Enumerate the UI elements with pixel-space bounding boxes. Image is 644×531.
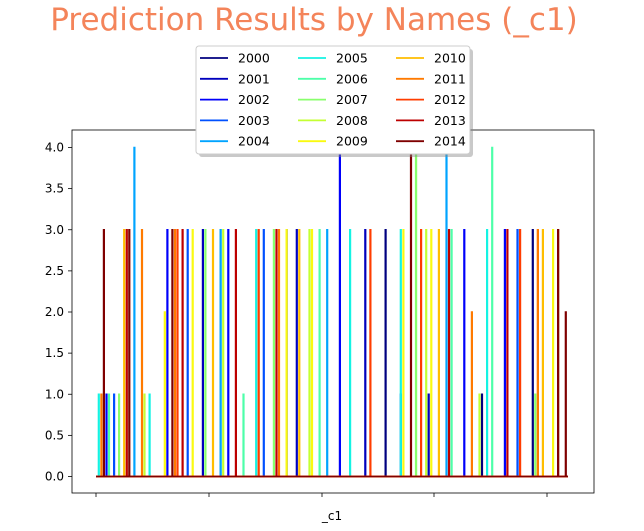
x-axis-title: _c1: [321, 509, 342, 523]
legend-label-2004: 2004: [238, 134, 270, 149]
legend-label-2014: 2014: [434, 134, 466, 149]
legend-label-2000: 2000: [238, 51, 270, 66]
y-tick-label: 4.0: [45, 141, 64, 155]
legend-label-2011: 2011: [434, 71, 466, 86]
legend: 2000 2001 2002 2003 2004 2005 2006 2007 2008 2009…: [195, 45, 473, 157]
y-tick-label: 2.0: [45, 305, 64, 319]
y-tick-label: 1.0: [45, 387, 64, 401]
legend-label-2013: 2013: [434, 113, 466, 128]
series-line-2002: [96, 130, 568, 478]
legend-label-2006: 2006: [336, 71, 368, 86]
x-axis: [95, 493, 548, 497]
y-tick-label: 1.5: [45, 346, 64, 360]
y-tick-label: 2.5: [45, 264, 64, 278]
y-tick-label: 3.0: [45, 223, 64, 237]
y-tick-label: 0.0: [45, 470, 64, 484]
legend-label-2009: 2009: [336, 134, 368, 149]
series-line-2014: [96, 130, 568, 478]
legend-label-2001: 2001: [238, 71, 270, 86]
series-line-2003: [96, 229, 568, 478]
legend-label-2012: 2012: [434, 92, 466, 107]
series-layer: [96, 130, 568, 478]
legend-label-2005: 2005: [336, 51, 368, 66]
series-line-2007: [96, 130, 568, 478]
series-line-2008: [96, 229, 568, 478]
legend-label-2003: 2003: [238, 113, 270, 128]
chart-title: Prediction Results by Names (_c1): [50, 2, 578, 38]
legend-label-2007: 2007: [336, 92, 368, 107]
y-axis: 0.0 0.5 1.0 1.5 2.0 2.5 3.0 3.5 4.0: [45, 141, 72, 484]
series-line-2006: [96, 146, 568, 478]
series-line-2010: [96, 229, 568, 478]
legend-label-2008: 2008: [336, 113, 368, 128]
legend-label-2002: 2002: [238, 92, 270, 107]
y-tick-label: 3.5: [45, 182, 64, 196]
legend-box: [195, 45, 471, 155]
legend-label-2010: 2010: [434, 51, 466, 66]
y-tick-label: 0.5: [45, 428, 64, 442]
series-line-2012: [96, 229, 568, 478]
